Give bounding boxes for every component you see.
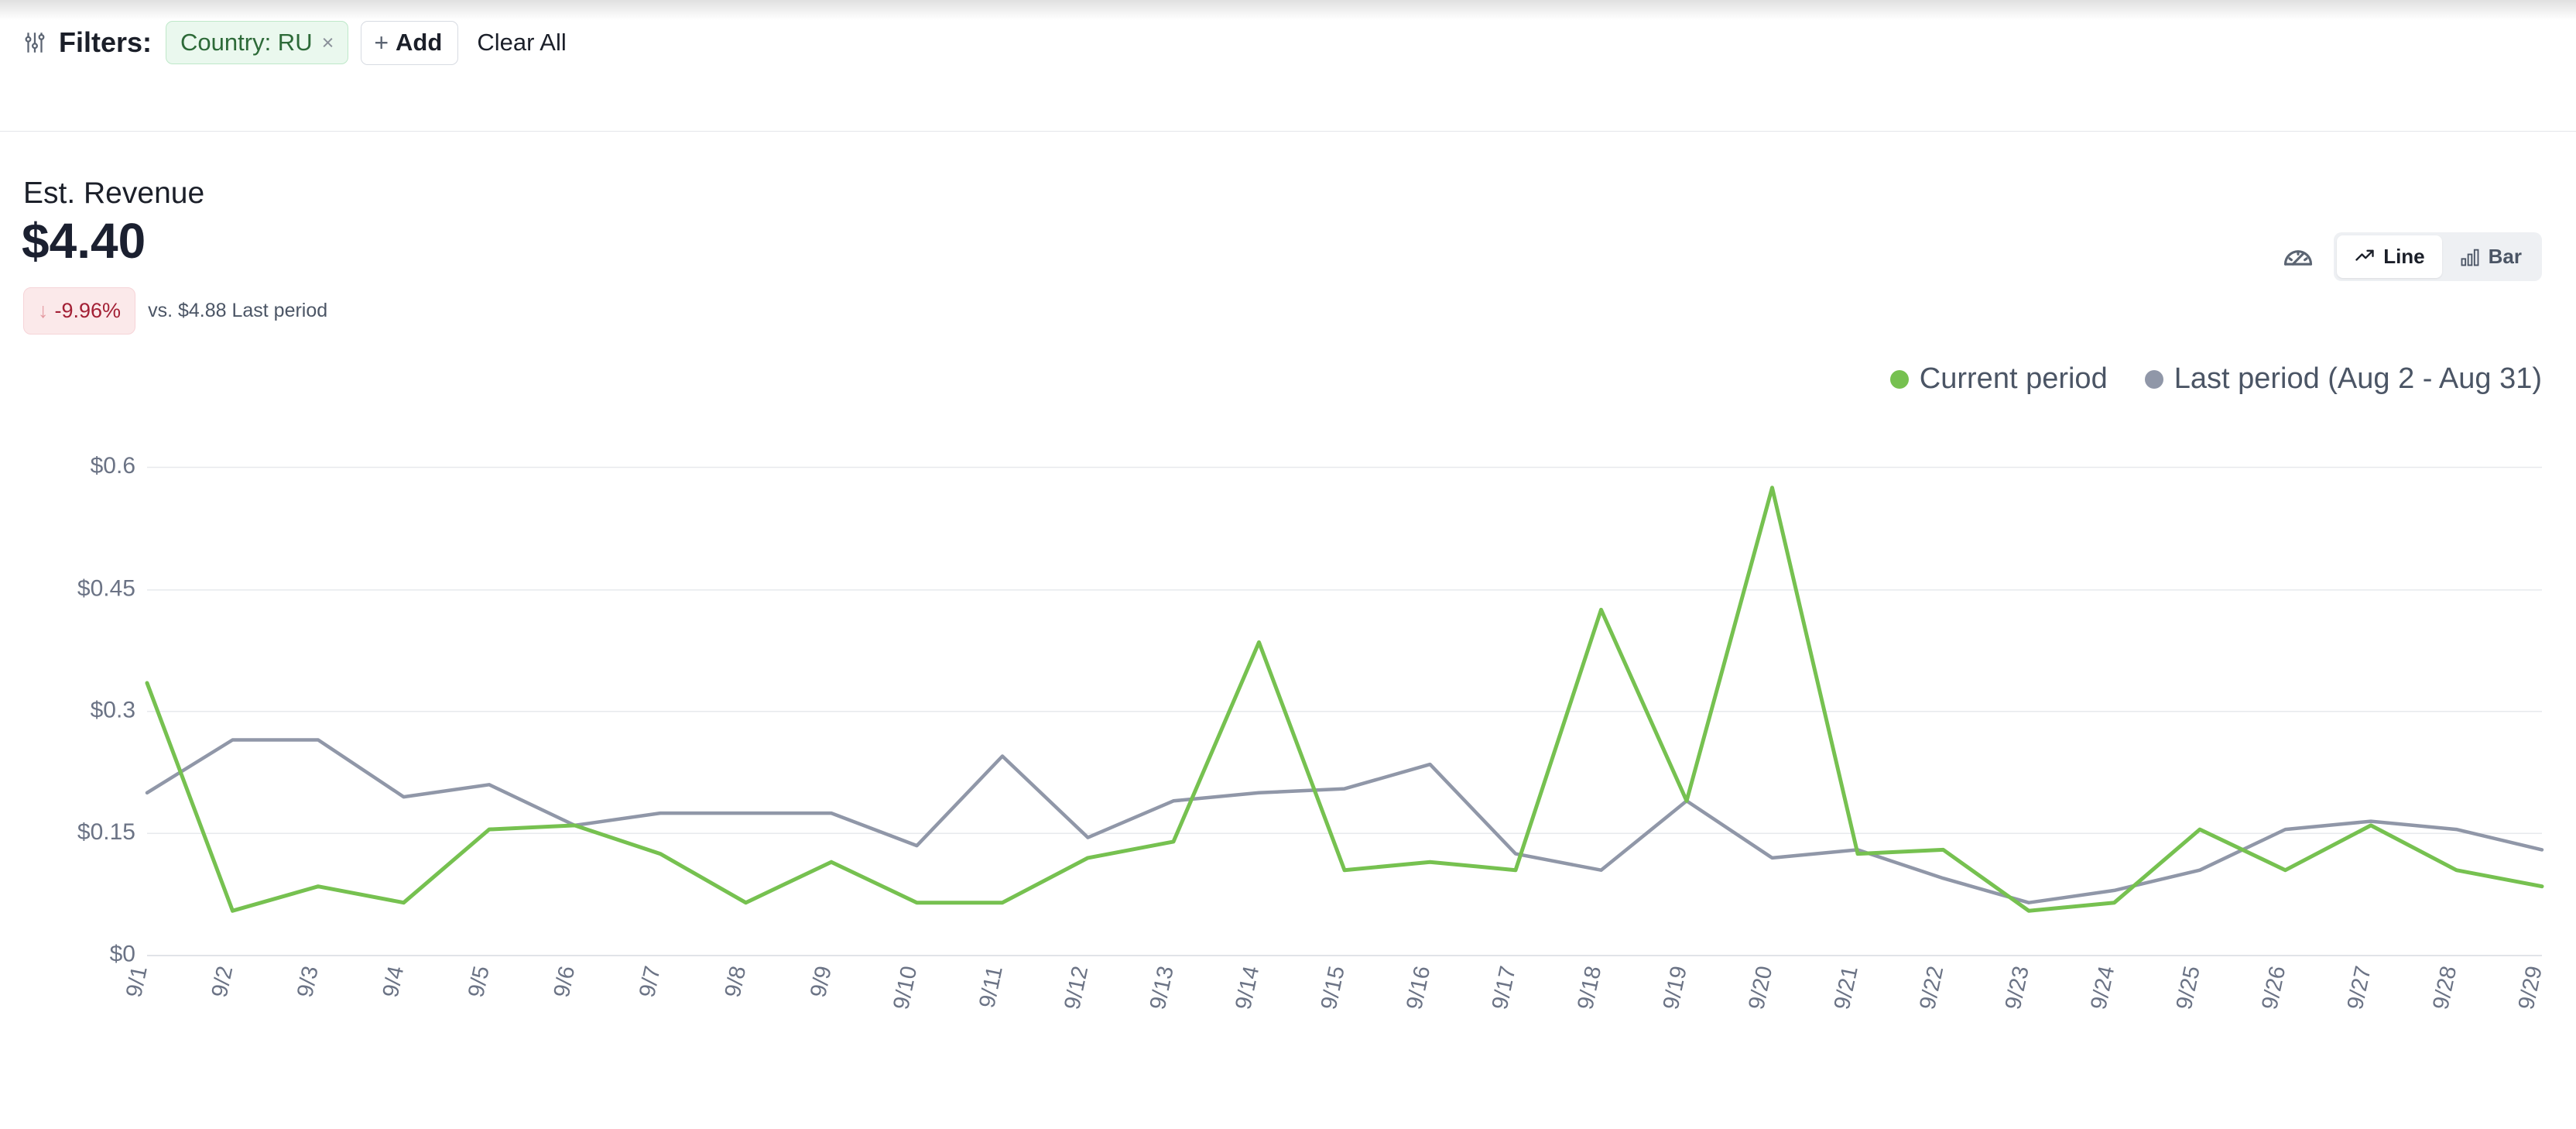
svg-text:9/11: 9/11 [975, 964, 1008, 1011]
svg-text:9/21: 9/21 [1830, 964, 1863, 1012]
svg-text:9/1: 9/1 [122, 964, 152, 1000]
svg-text:9/27: 9/27 [2343, 964, 2376, 1012]
svg-text:9/29: 9/29 [2514, 964, 2547, 1012]
svg-text:9/3: 9/3 [293, 964, 324, 1000]
svg-text:$0.6: $0.6 [91, 453, 135, 479]
svg-text:9/17: 9/17 [1488, 964, 1521, 1012]
svg-text:9/12: 9/12 [1060, 964, 1093, 1012]
svg-text:9/5: 9/5 [464, 964, 495, 1000]
svg-text:9/10: 9/10 [889, 964, 922, 1012]
svg-text:$0.3: $0.3 [91, 698, 135, 723]
svg-text:9/23: 9/23 [2001, 964, 2034, 1012]
svg-text:9/15: 9/15 [1317, 964, 1350, 1012]
svg-text:$0: $0 [110, 942, 135, 967]
svg-text:9/9: 9/9 [806, 964, 837, 1000]
svg-text:$0.45: $0.45 [77, 576, 135, 602]
svg-text:9/18: 9/18 [1573, 964, 1606, 1012]
svg-text:9/19: 9/19 [1659, 964, 1692, 1012]
svg-text:9/26: 9/26 [2257, 964, 2290, 1012]
svg-text:$0.15: $0.15 [77, 819, 135, 845]
svg-text:9/20: 9/20 [1744, 964, 1777, 1012]
svg-text:9/16: 9/16 [1402, 964, 1435, 1012]
svg-text:9/7: 9/7 [635, 964, 666, 1000]
svg-text:9/28: 9/28 [2428, 964, 2461, 1012]
svg-text:9/22: 9/22 [1915, 964, 1948, 1012]
svg-text:9/4: 9/4 [379, 964, 409, 1000]
svg-text:9/13: 9/13 [1146, 964, 1179, 1012]
svg-text:9/25: 9/25 [2172, 964, 2205, 1012]
svg-text:9/24: 9/24 [2086, 964, 2119, 1012]
svg-text:9/8: 9/8 [721, 964, 752, 1000]
svg-text:9/14: 9/14 [1231, 964, 1264, 1012]
svg-text:9/6: 9/6 [550, 964, 581, 1000]
svg-text:9/2: 9/2 [207, 964, 238, 1000]
